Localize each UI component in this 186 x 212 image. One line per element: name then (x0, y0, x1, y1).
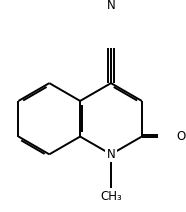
Text: N: N (107, 0, 115, 12)
Text: O: O (177, 130, 186, 143)
Text: N: N (107, 148, 115, 161)
Text: CH₃: CH₃ (100, 190, 122, 203)
